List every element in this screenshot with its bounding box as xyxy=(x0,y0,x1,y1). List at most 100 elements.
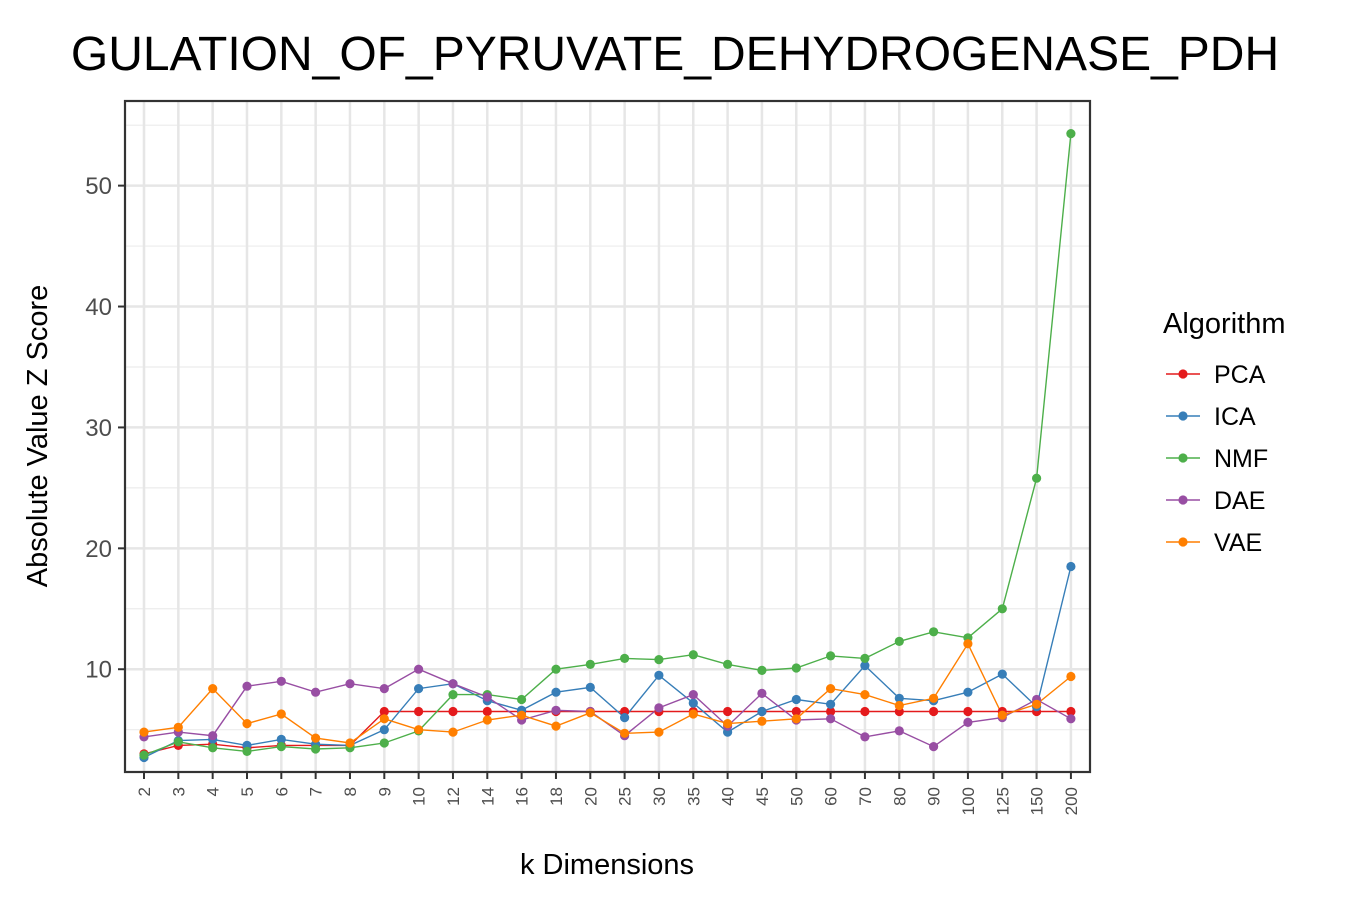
data-point-dae xyxy=(448,679,458,689)
data-point-vae xyxy=(242,719,252,729)
data-point-vae xyxy=(688,709,698,719)
x-tick-label: 16 xyxy=(513,787,532,806)
x-tick-label: 150 xyxy=(1028,787,1047,815)
data-point-vae xyxy=(963,639,973,649)
x-tick-label: 14 xyxy=(478,787,497,806)
data-point-ica xyxy=(894,693,904,703)
data-point-nmf xyxy=(311,744,321,754)
legend-label: PCA xyxy=(1214,361,1266,389)
data-point-vae xyxy=(379,714,389,724)
data-point-ica xyxy=(620,713,630,723)
x-tick-label: 9 xyxy=(375,787,394,796)
data-point-nmf xyxy=(894,636,904,647)
x-tick-label: 10 xyxy=(410,787,429,806)
data-point-vae xyxy=(1066,671,1076,682)
legend-item-vae: VAE xyxy=(1166,529,1262,557)
legend-item-dae: DAE xyxy=(1166,487,1265,515)
legend-label: NMF xyxy=(1214,445,1268,473)
data-point-ica xyxy=(963,687,973,697)
data-point-dae xyxy=(1066,714,1076,724)
series-line-pca xyxy=(143,710,1071,755)
legend: Algorithm PCA ICA NMF DAE VAE xyxy=(1163,308,1286,557)
x-tick-label: 8 xyxy=(341,787,360,796)
data-point-pca xyxy=(860,706,870,717)
data-point-pca xyxy=(723,706,733,717)
data-point-nmf xyxy=(448,690,458,700)
data-point-dae xyxy=(963,717,973,728)
data-point-dae xyxy=(688,690,698,700)
series-line-nmf xyxy=(143,133,1072,756)
data-point-nmf xyxy=(826,651,836,661)
data-point-pca xyxy=(414,706,424,717)
plot-border xyxy=(123,99,1092,774)
data-point-vae xyxy=(208,684,218,694)
data-point-nmf xyxy=(620,653,630,664)
data-point-ica xyxy=(860,661,870,671)
y-tick-label: 30 xyxy=(85,415,112,442)
data-point-nmf xyxy=(654,655,664,665)
data-point-dae xyxy=(551,705,561,715)
x-tick-label: 200 xyxy=(1062,787,1081,815)
data-point-pca xyxy=(1066,706,1076,717)
data-point-dae xyxy=(757,688,767,699)
legend-item-ica: ICA xyxy=(1166,403,1256,431)
data-point-nmf xyxy=(517,694,527,705)
data-point-pca xyxy=(963,706,973,717)
data-point-nmf xyxy=(276,742,286,752)
data-point-dae xyxy=(379,684,389,694)
data-point-pca xyxy=(929,706,939,717)
x-tick-label: 7 xyxy=(307,787,326,796)
data-point-nmf xyxy=(997,604,1007,614)
data-point-ica xyxy=(997,669,1007,679)
data-point-nmf xyxy=(242,746,252,757)
data-point-dae xyxy=(482,692,492,702)
data-point-vae xyxy=(173,722,183,732)
data-point-vae xyxy=(311,733,321,743)
data-point-ica xyxy=(379,725,389,735)
data-point-dae xyxy=(894,726,904,736)
data-point-ica xyxy=(757,706,767,717)
data-point-vae xyxy=(345,738,355,748)
legend-item-pca: PCA xyxy=(1166,361,1266,389)
legend-label: DAE xyxy=(1214,487,1265,515)
x-tick-label: 80 xyxy=(890,787,909,806)
legend-key-point xyxy=(1178,495,1188,505)
data-point-vae xyxy=(620,728,630,738)
x-tick-label: 5 xyxy=(238,787,257,796)
series-line-vae xyxy=(143,642,1072,744)
data-point-nmf xyxy=(929,627,939,637)
data-point-pca xyxy=(791,706,801,717)
x-tick-label: 30 xyxy=(650,787,669,806)
data-point-dae xyxy=(414,664,424,674)
x-tick-label: 50 xyxy=(787,787,806,806)
data-point-ica xyxy=(1066,561,1076,572)
x-tick-label: 12 xyxy=(444,787,463,806)
y-tick-label: 50 xyxy=(85,173,112,200)
data-point-dae xyxy=(311,687,321,697)
legend-item-nmf: NMF xyxy=(1166,445,1268,473)
data-point-vae xyxy=(894,700,904,711)
x-tick-label: 35 xyxy=(684,787,703,806)
data-point-nmf xyxy=(860,653,870,664)
data-point-vae xyxy=(551,721,561,731)
legend-key-point xyxy=(1178,369,1188,379)
data-point-vae xyxy=(997,710,1007,720)
data-point-ica xyxy=(791,694,801,705)
data-point-vae xyxy=(585,708,595,718)
legend-key-point xyxy=(1178,453,1188,463)
data-point-nmf xyxy=(791,663,801,673)
y-axis-title: Absolute Value Z Score xyxy=(22,285,54,588)
x-tick-label: 90 xyxy=(925,787,944,806)
data-point-vae xyxy=(448,727,458,737)
x-tick-label: 6 xyxy=(272,787,291,796)
x-tick-label: 3 xyxy=(169,787,188,796)
x-tick-label: 4 xyxy=(204,787,223,796)
data-point-dae xyxy=(826,714,836,724)
x-tick-label: 60 xyxy=(822,787,841,806)
data-point-vae xyxy=(860,690,870,700)
data-point-vae xyxy=(826,684,836,694)
data-point-pca xyxy=(482,706,492,717)
legend-key-point xyxy=(1178,411,1188,421)
